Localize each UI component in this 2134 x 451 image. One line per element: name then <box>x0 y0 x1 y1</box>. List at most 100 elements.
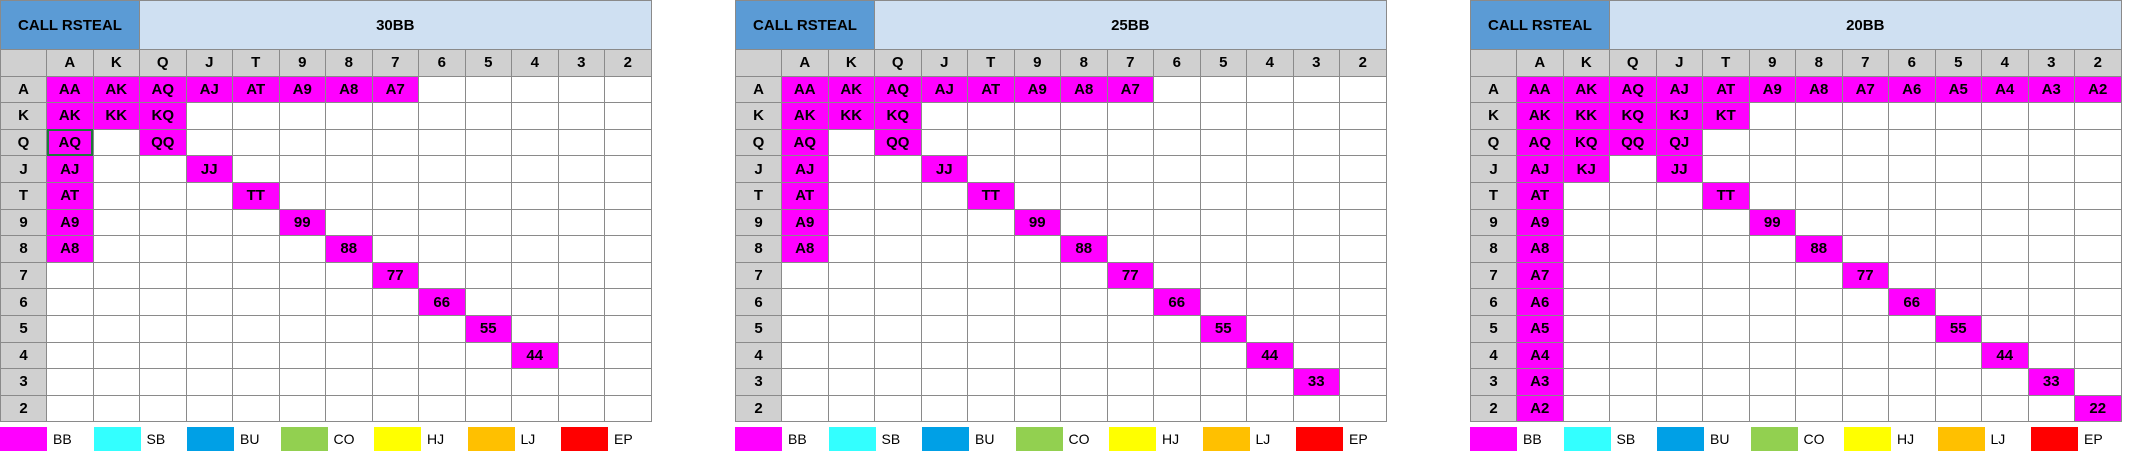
column-header[interactable]: Q <box>139 49 187 77</box>
hand-cell[interactable]: A8 <box>1516 235 1564 263</box>
row-header[interactable]: 9 <box>0 208 47 237</box>
row-header[interactable]: A <box>0 75 47 104</box>
hand-cell[interactable] <box>2074 128 2122 157</box>
hand-cell[interactable] <box>1013 102 1061 130</box>
hand-cell[interactable] <box>1153 235 1201 263</box>
hand-cell[interactable] <box>1562 394 1610 423</box>
hand-cell[interactable] <box>1292 288 1340 316</box>
hand-cell[interactable] <box>464 128 512 157</box>
hand-cell[interactable] <box>2027 155 2075 183</box>
hand-cell[interactable] <box>1609 208 1657 237</box>
hand-cell[interactable] <box>511 394 559 423</box>
column-header[interactable]: 6 <box>1888 49 1936 77</box>
row-header[interactable]: 2 <box>735 394 782 423</box>
hand-cell[interactable] <box>1841 394 1889 423</box>
hand-cell[interactable] <box>92 235 140 263</box>
hand-cell[interactable] <box>185 314 233 343</box>
hand-cell[interactable] <box>46 288 94 316</box>
hand-cell[interactable]: 22 <box>2074 394 2122 423</box>
hand-cell[interactable] <box>1339 102 1387 130</box>
row-header[interactable]: T <box>0 181 47 210</box>
hand-cell[interactable] <box>1153 368 1201 396</box>
hand-cell[interactable] <box>232 394 280 423</box>
column-header[interactable]: Q <box>874 49 922 77</box>
hand-cell[interactable] <box>278 155 326 183</box>
hand-cell[interactable] <box>1795 314 1843 343</box>
hand-cell[interactable] <box>1292 235 1340 263</box>
column-header[interactable]: J <box>185 49 233 77</box>
column-header[interactable]: 5 <box>464 49 512 77</box>
hand-cell[interactable] <box>604 102 652 130</box>
hand-cell[interactable] <box>1888 368 1936 396</box>
hand-cell[interactable]: 44 <box>511 341 559 370</box>
hand-cell[interactable]: 77 <box>371 261 419 290</box>
hand-cell[interactable] <box>1013 128 1061 157</box>
hand-cell[interactable] <box>1060 208 1108 237</box>
hand-cell[interactable] <box>1841 288 1889 316</box>
hand-cell[interactable] <box>1981 394 2029 423</box>
hand-cell[interactable]: A6 <box>1516 288 1564 316</box>
hand-cell[interactable] <box>2027 341 2075 370</box>
hand-cell[interactable] <box>92 261 140 290</box>
hand-cell[interactable] <box>1841 368 1889 396</box>
row-header[interactable]: 7 <box>735 261 782 290</box>
hand-cell[interactable] <box>1153 155 1201 183</box>
hand-cell[interactable] <box>1888 155 1936 183</box>
hand-cell[interactable]: AK <box>1516 102 1564 130</box>
row-header[interactable]: 6 <box>0 288 47 316</box>
hand-cell[interactable]: AT <box>1702 75 1750 104</box>
hand-cell[interactable] <box>967 314 1015 343</box>
hand-cell[interactable]: QQ <box>1609 128 1657 157</box>
hand-cell[interactable] <box>1060 155 1108 183</box>
hand-cell[interactable] <box>418 102 466 130</box>
hand-cell[interactable] <box>139 181 187 210</box>
hand-cell[interactable] <box>1013 314 1061 343</box>
hand-cell[interactable] <box>1795 394 1843 423</box>
hand-cell[interactable] <box>418 75 466 104</box>
hand-cell[interactable] <box>1153 394 1201 423</box>
hand-cell[interactable]: AT <box>1516 181 1564 210</box>
hand-cell[interactable]: AK <box>1562 75 1610 104</box>
hand-cell[interactable]: A6 <box>1888 75 1936 104</box>
hand-cell[interactable] <box>874 208 922 237</box>
hand-cell[interactable] <box>1246 261 1294 290</box>
hand-cell[interactable] <box>464 181 512 210</box>
hand-cell[interactable]: AK <box>46 102 94 130</box>
hand-cell[interactable] <box>418 314 466 343</box>
hand-cell[interactable]: A7 <box>1841 75 1889 104</box>
hand-cell[interactable] <box>1795 341 1843 370</box>
hand-cell[interactable] <box>1292 394 1340 423</box>
hand-cell[interactable] <box>874 288 922 316</box>
hand-cell[interactable] <box>185 128 233 157</box>
hand-cell[interactable] <box>874 155 922 183</box>
hand-cell[interactable]: AA <box>781 75 829 104</box>
hand-cell[interactable] <box>464 394 512 423</box>
hand-cell[interactable] <box>92 288 140 316</box>
hand-cell[interactable] <box>1702 128 1750 157</box>
hand-cell[interactable] <box>1199 75 1247 104</box>
hand-cell[interactable] <box>1562 314 1610 343</box>
row-header[interactable]: 5 <box>735 314 782 343</box>
hand-cell[interactable] <box>1655 181 1703 210</box>
hand-cell[interactable] <box>1841 102 1889 130</box>
hand-cell[interactable]: A4 <box>1981 75 2029 104</box>
hand-cell[interactable] <box>185 261 233 290</box>
row-header[interactable]: 5 <box>1470 314 1517 343</box>
hand-cell[interactable] <box>1702 394 1750 423</box>
hand-cell[interactable] <box>185 235 233 263</box>
hand-cell[interactable]: TT <box>1702 181 1750 210</box>
hand-cell[interactable] <box>604 341 652 370</box>
row-header[interactable]: 6 <box>735 288 782 316</box>
hand-cell[interactable] <box>557 128 605 157</box>
hand-cell[interactable] <box>185 288 233 316</box>
hand-cell[interactable]: QJ <box>1655 128 1703 157</box>
hand-cell[interactable] <box>1748 261 1796 290</box>
hand-cell[interactable] <box>325 394 373 423</box>
hand-cell[interactable] <box>1060 368 1108 396</box>
hand-cell[interactable] <box>464 261 512 290</box>
hand-cell[interactable] <box>920 235 968 263</box>
hand-cell[interactable] <box>967 208 1015 237</box>
hand-cell[interactable] <box>1060 394 1108 423</box>
hand-cell[interactable]: A9 <box>1748 75 1796 104</box>
hand-cell[interactable] <box>1246 314 1294 343</box>
